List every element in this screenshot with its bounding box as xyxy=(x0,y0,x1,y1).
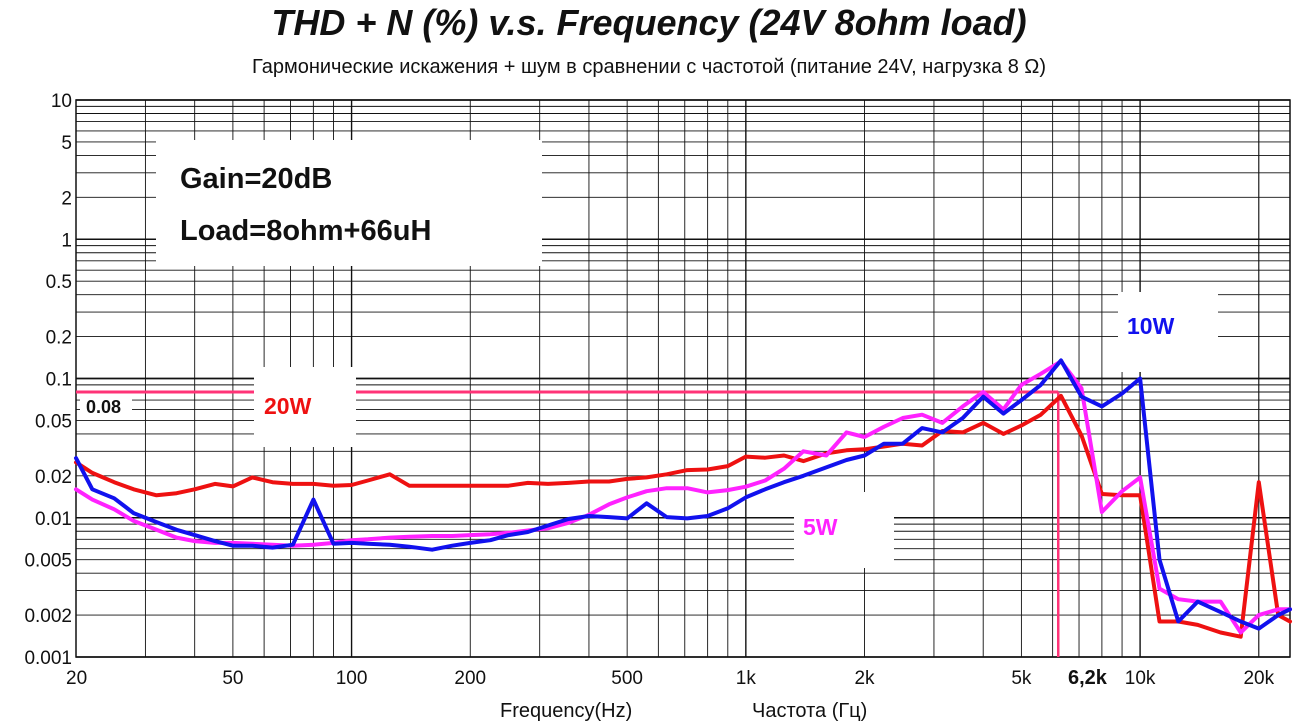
marker-freq-label: 6,2k xyxy=(1068,667,1108,689)
x-tick-label: 50 xyxy=(222,668,243,689)
chart-title: THD + N (%) v.s. Frequency (24V 8ohm loa… xyxy=(271,2,1027,43)
x-axis-label-ru: Частота (Гц) xyxy=(752,700,868,722)
label-box-10w xyxy=(1118,292,1218,372)
y-tick-label: 5 xyxy=(61,133,72,154)
gain-annotation: Gain=20dB xyxy=(180,163,332,195)
ref-value-box xyxy=(80,396,132,418)
x-axis-label: Frequency(Hz) xyxy=(500,700,633,722)
x-tick-label: 20 xyxy=(66,668,87,689)
series-line-10w xyxy=(74,358,1292,631)
series-label-5w: 5W xyxy=(803,514,838,540)
marker-label-box xyxy=(1062,662,1120,690)
annotation-labels: Gain=20dB Load=8ohm+66uH 0.08 20W 10W 5W… xyxy=(86,163,1175,689)
load-annotation: Load=8ohm+66uH xyxy=(180,215,431,247)
y-tick-label: 0.001 xyxy=(24,648,72,669)
x-tick-label: 1k xyxy=(736,668,757,689)
y-tick-label: 0.05 xyxy=(35,411,72,432)
y-tick-label: 0.2 xyxy=(46,328,72,349)
reference-lines xyxy=(76,390,1060,657)
annotation-boxes xyxy=(80,140,1218,690)
y-tick-label: 1 xyxy=(61,230,72,251)
y-tick-label: 0.5 xyxy=(46,272,72,293)
chart-subtitle: Гармонические искажения + шум в сравнени… xyxy=(252,56,1046,78)
y-tick-label: 2 xyxy=(61,188,72,209)
x-tick-label: 10k xyxy=(1125,668,1156,689)
y-tick-label: 0.02 xyxy=(35,467,72,488)
axis-ticks: 10 5 2 1 0.5 0.2 0.1 0.05 0.02 0.01 0.005 0.002 0.00… xyxy=(24,91,1274,689)
y-tick-label: 0.002 xyxy=(24,606,72,627)
x-tick-label: 5k xyxy=(1011,668,1032,689)
series-label-20w: 20W xyxy=(264,393,312,419)
x-tick-label: 100 xyxy=(336,668,368,689)
x-tick-label: 500 xyxy=(611,668,643,689)
x-tick-label: 20k xyxy=(1243,668,1274,689)
series-lines xyxy=(74,358,1292,639)
y-tick-label: 0.01 xyxy=(35,509,72,530)
y-tick-label: 10 xyxy=(51,91,72,112)
y-tick-label: 0.005 xyxy=(24,551,72,572)
series-label-10w: 10W xyxy=(1127,313,1175,339)
label-box-20w xyxy=(254,367,356,447)
y-tick-label: 0.1 xyxy=(46,370,72,391)
label-box-5w xyxy=(794,492,894,568)
x-tick-label: 2k xyxy=(854,668,875,689)
x-tick-label: 200 xyxy=(454,668,486,689)
ref-value-label: 0.08 xyxy=(86,397,121,417)
info-box xyxy=(156,140,542,266)
